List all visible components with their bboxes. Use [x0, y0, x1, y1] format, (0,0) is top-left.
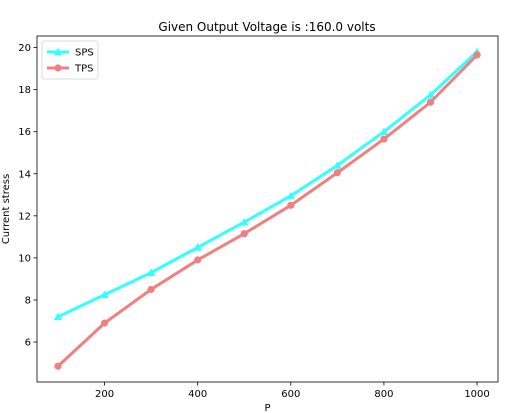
data-point: [54, 362, 62, 370]
data-point: [53, 312, 63, 321]
data-point: [380, 135, 388, 143]
y-tick-label: 20: [18, 43, 31, 54]
data-point: [333, 161, 342, 169]
y-tick-label: 10: [18, 253, 31, 264]
data-point: [53, 47, 63, 56]
series-line: [57, 50, 479, 319]
data-point: [100, 290, 109, 299]
data-point: [473, 51, 481, 59]
x-tick-label: 1000: [464, 389, 489, 400]
data-point: [54, 64, 62, 72]
y-tick-label: 6: [25, 338, 31, 349]
data-point: [100, 319, 109, 327]
y-tick-label: 16: [18, 127, 31, 138]
data-point: [379, 127, 389, 136]
data-point: [147, 285, 155, 294]
data-point: [333, 169, 341, 177]
data-point: [240, 230, 248, 238]
x-tick-label: 400: [188, 389, 207, 400]
y-tick-label: 18: [18, 85, 31, 96]
legend-label: TPS: [74, 64, 94, 75]
chart-title: Given Output Voltage is :160.0 volts: [158, 20, 375, 34]
data-point: [194, 256, 202, 264]
legend-label: SPS: [75, 48, 94, 59]
data-point: [193, 243, 202, 251]
data-point: [286, 191, 295, 200]
x-axis-label: P: [264, 403, 270, 413]
y-tick-label: 8: [25, 295, 31, 306]
y-tick-label: 14: [18, 169, 31, 180]
data-point: [287, 201, 295, 209]
chart-legend: SPS TPS: [41, 40, 99, 80]
plot-area: [53, 47, 482, 370]
data-point: [426, 90, 435, 99]
series-tps: [54, 51, 481, 370]
x-tick-label: 200: [95, 389, 114, 400]
series-line: [56, 53, 479, 368]
data-point: [240, 217, 249, 226]
x-tick-label: 600: [281, 389, 300, 400]
x-tick-label: 800: [374, 389, 393, 400]
x-axis-ticks: 200 400 600 800 1000: [95, 382, 490, 400]
y-axis-label: Current stress: [1, 174, 12, 244]
y-axis-ticks: 6 8 10 12 14 16 18 20: [18, 43, 37, 349]
y-tick-label: 12: [18, 211, 31, 222]
axes-frame: [36, 35, 499, 383]
data-point: [146, 268, 156, 276]
data-point: [426, 98, 435, 106]
